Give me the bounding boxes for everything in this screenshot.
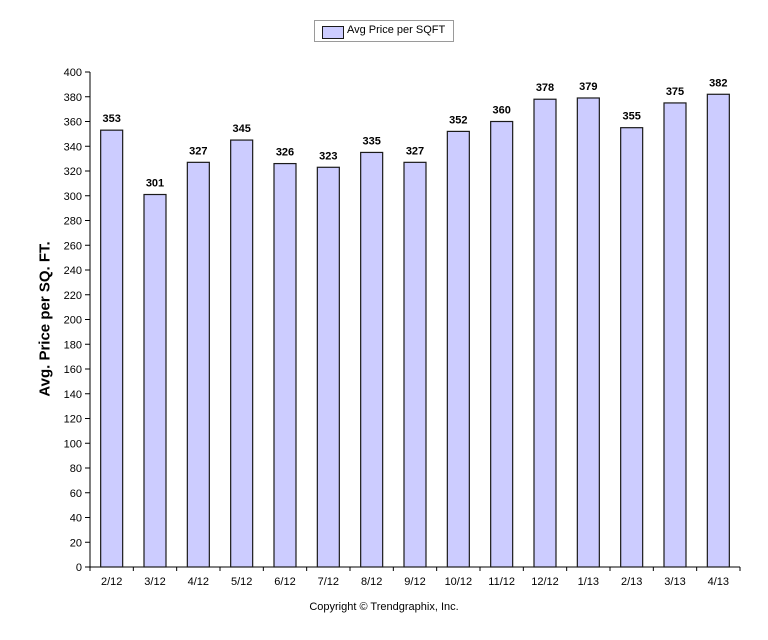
x-tick-label: 11/12 <box>488 576 515 588</box>
bar <box>446 130 470 568</box>
y-tick-label: 240 <box>64 265 82 277</box>
legend: Avg Price per SQFT <box>314 20 454 42</box>
x-tick-label: 7/12 <box>318 576 339 588</box>
bar <box>533 98 557 568</box>
bar-value-label: 375 <box>666 86 684 98</box>
y-tick-label: 320 <box>64 166 82 178</box>
bar-value-label: 323 <box>319 150 337 162</box>
bar <box>576 97 600 568</box>
bar <box>360 151 384 568</box>
x-tick-label: 12/12 <box>531 576 559 588</box>
x-tick-label: 9/12 <box>404 576 425 588</box>
value-labels: 353 301 327 345 326 323 335 327 352 360 378 379 355 3… <box>102 77 727 189</box>
bar-value-label: 301 <box>146 178 164 190</box>
bar-value-label: 379 <box>579 81 597 93</box>
y-tick-label: 140 <box>64 389 82 401</box>
y-tick-label: 100 <box>64 438 82 450</box>
y-tick-label: 260 <box>64 240 82 252</box>
x-axis: 2/12 3/12 4/12 5/12 6/12 7/12 8/12 9/12 10/12 11/… <box>89 566 741 588</box>
y-axis: 0 20 40 60 80 100 120 140 160 180 200 220 240 260 280 3… <box>64 67 91 574</box>
y-tick-label: 340 <box>64 141 82 153</box>
bar <box>230 139 254 568</box>
bar-value-label: 345 <box>232 123 250 135</box>
y-tick-label: 80 <box>70 463 82 475</box>
bar <box>620 127 644 568</box>
x-tick-label: 3/13 <box>664 576 685 588</box>
bar <box>316 166 340 568</box>
y-tick-label: 180 <box>64 339 82 351</box>
bar-value-label: 355 <box>622 111 640 123</box>
bar-value-label: 382 <box>709 77 727 89</box>
y-tick-label: 400 <box>64 67 82 79</box>
bar-value-label: 335 <box>362 135 380 147</box>
y-tick-label: 40 <box>70 513 82 525</box>
bar-value-label: 353 <box>102 113 120 125</box>
bar <box>273 162 297 568</box>
bar <box>186 161 210 568</box>
x-tick-label: 10/12 <box>445 576 473 588</box>
bar <box>490 120 514 568</box>
y-tick-label: 120 <box>64 414 82 426</box>
bar <box>663 102 687 568</box>
legend-swatch <box>322 26 344 39</box>
y-tick-label: 300 <box>64 191 82 203</box>
x-tick-label: 5/12 <box>231 576 252 588</box>
x-tick-label: 1/13 <box>578 576 599 588</box>
x-tick-label: 4/13 <box>708 576 729 588</box>
copyright-text: Copyright © Trendgraphix, Inc. <box>309 601 459 613</box>
bar <box>100 129 124 568</box>
x-tick-label: 8/12 <box>361 576 382 588</box>
bar-value-label: 378 <box>536 82 554 94</box>
x-tick-label: 2/13 <box>621 576 642 588</box>
x-tick-label: 6/12 <box>274 576 295 588</box>
bar-value-label: 327 <box>189 145 207 157</box>
bar-value-label: 360 <box>492 105 510 117</box>
y-tick-label: 380 <box>64 92 82 104</box>
bar <box>143 193 167 568</box>
x-tick-label: 2/12 <box>101 576 122 588</box>
bars <box>100 93 730 568</box>
y-tick-label: 360 <box>64 117 82 129</box>
bar-value-label: 327 <box>406 145 424 157</box>
y-axis-title: Avg. Price per SQ. FT. <box>36 241 54 397</box>
x-tick-label: 3/12 <box>144 576 165 588</box>
y-tick-label: 20 <box>70 537 82 549</box>
x-tick-label: 4/12 <box>188 576 209 588</box>
y-tick-label: 160 <box>64 364 82 376</box>
bar-value-label: 326 <box>276 147 294 159</box>
bar <box>706 93 730 568</box>
y-tick-label: 280 <box>64 216 82 228</box>
bar <box>403 161 427 568</box>
y-tick-label: 60 <box>70 488 82 500</box>
legend-label: Avg Price per SQFT <box>347 24 446 36</box>
y-tick-label: 200 <box>64 315 82 327</box>
y-tick-label: 220 <box>64 290 82 302</box>
y-tick-label: 0 <box>76 562 82 574</box>
bar-value-label: 352 <box>449 114 467 126</box>
